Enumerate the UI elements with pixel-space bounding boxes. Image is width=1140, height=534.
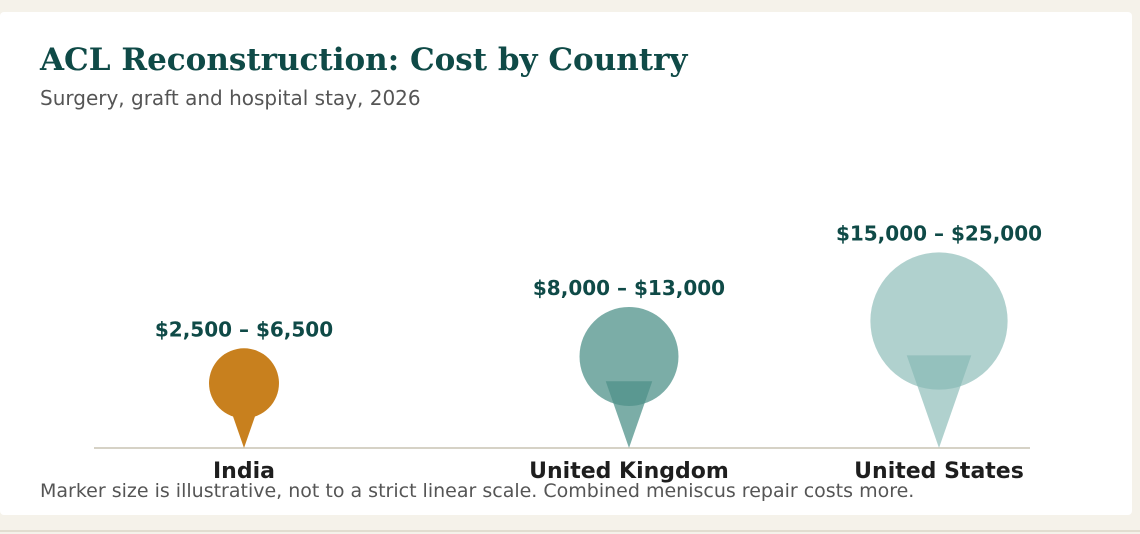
pin-tail (227, 400, 261, 448)
card (0, 12, 1132, 515)
x-tick-label: United States (854, 459, 1024, 484)
pin-head (579, 306, 679, 406)
pin-head (209, 348, 279, 419)
value-label: $8,000 – $13,000 (533, 276, 725, 300)
chart-subtitle: Surgery, graft and hospital stay, 2026 (40, 86, 421, 110)
x-tick-label: India (213, 459, 275, 484)
value-label: $2,500 – $6,500 (155, 317, 333, 341)
chart-title: ACL Reconstruction: Cost by Country (39, 42, 688, 78)
pin-head (870, 252, 1008, 390)
pin-tail (906, 355, 972, 448)
footnote: Marker size is illustrative, not to a st… (40, 480, 914, 502)
marks: $2,500 – $6,500 India $8,000 – $13,000 Unit… (155, 221, 1042, 484)
x-tick-label: United Kingdom (529, 459, 729, 484)
value-label: $15,000 – $25,000 (836, 221, 1042, 245)
pin-tail (605, 381, 653, 448)
